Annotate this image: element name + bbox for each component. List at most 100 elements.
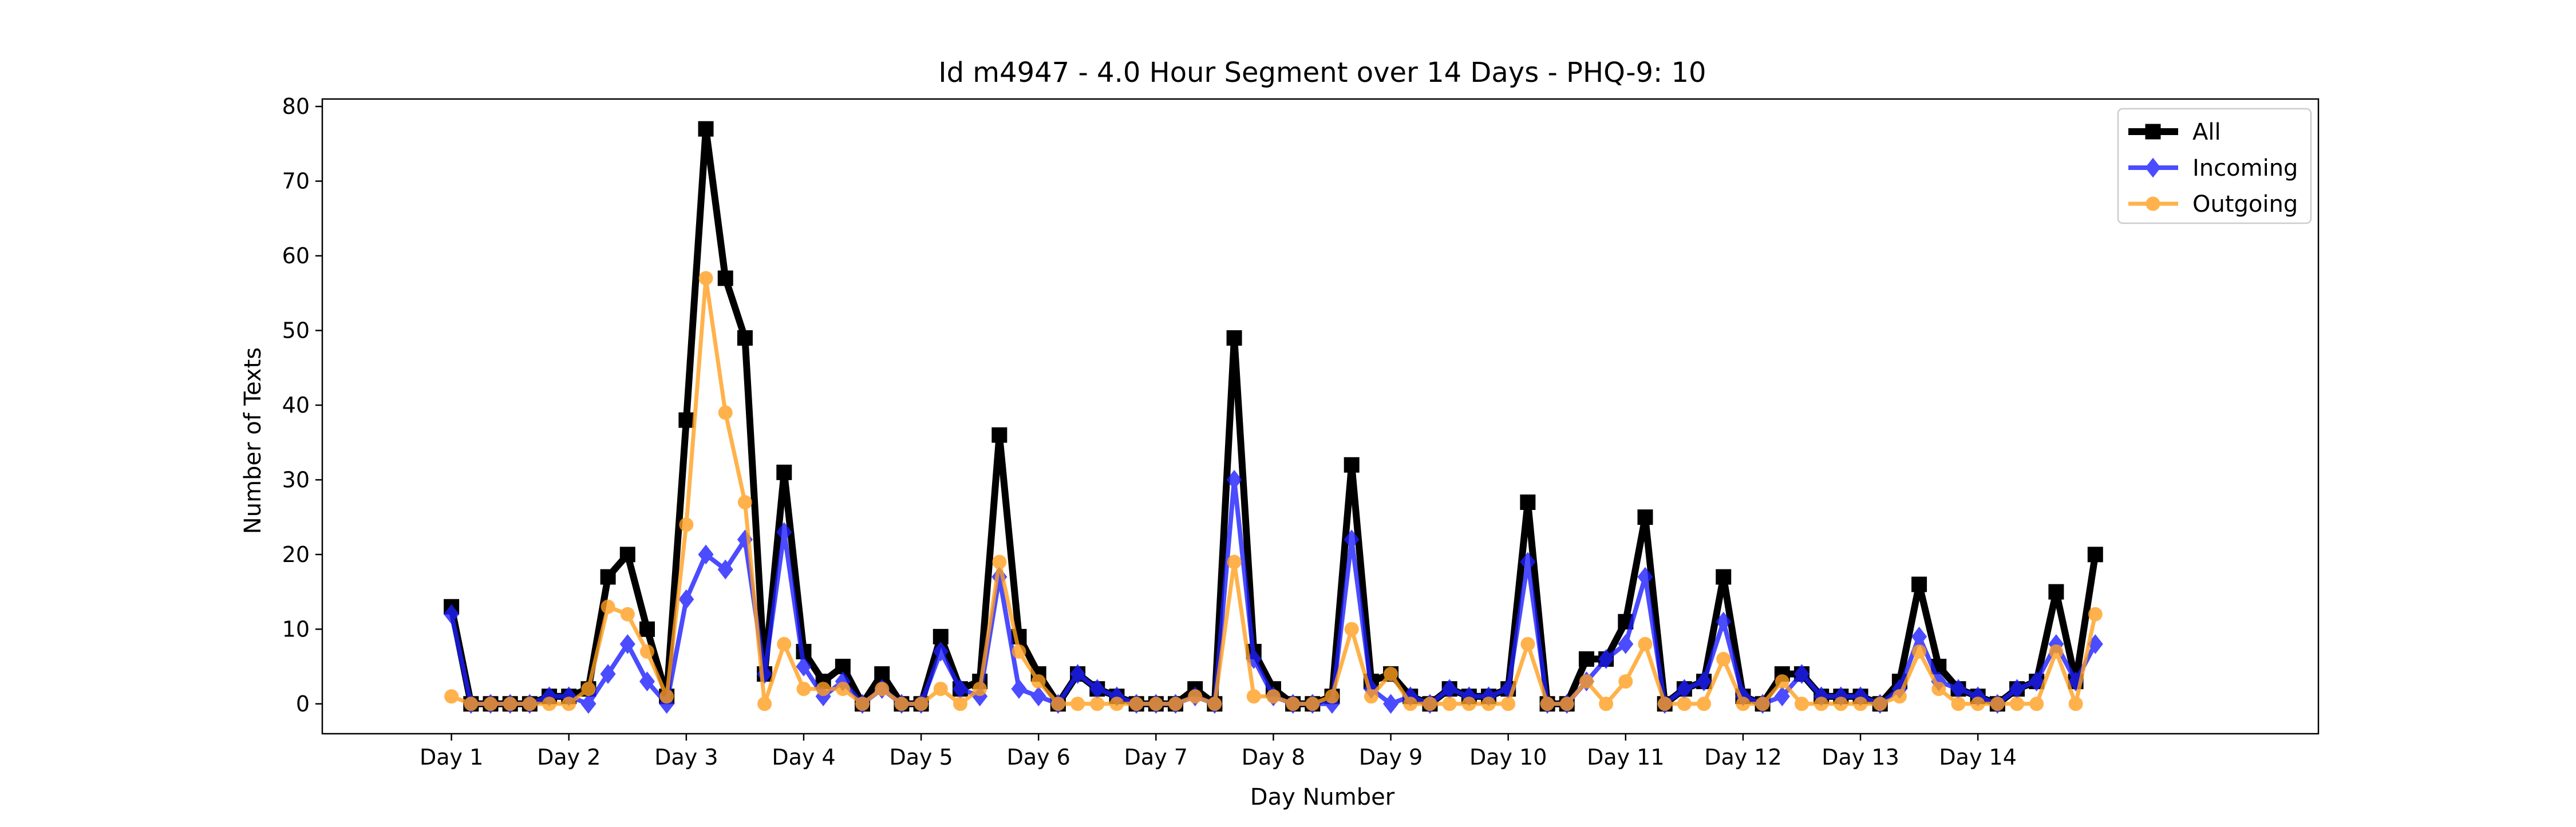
- data-point: [600, 599, 615, 614]
- data-point: [1697, 697, 1712, 711]
- data-point: [444, 604, 460, 624]
- data-point: [718, 405, 733, 420]
- legend-label: Incoming: [2192, 155, 2298, 181]
- plot-area: [444, 121, 2103, 714]
- data-point: [1716, 652, 1731, 667]
- data-point: [679, 517, 694, 532]
- data-point: [1246, 649, 1262, 669]
- data-point: [1266, 689, 1281, 704]
- data-point: [1540, 697, 1555, 711]
- data-point: [1129, 697, 1144, 711]
- x-tick-label: Day 8: [1242, 745, 1305, 770]
- data-point: [698, 544, 714, 565]
- data-point: [1736, 697, 1751, 711]
- data-point: [1226, 330, 1242, 346]
- data-point: [717, 270, 733, 286]
- data-point: [1637, 567, 1653, 587]
- data-point: [855, 697, 870, 711]
- data-point: [639, 621, 655, 637]
- legend-label: All: [2192, 119, 2221, 145]
- data-point: [1442, 697, 1457, 711]
- data-point: [737, 495, 752, 510]
- data-point: [1970, 697, 1985, 711]
- legend-item: [2128, 157, 2178, 178]
- y-tick-label: 40: [282, 393, 310, 418]
- data-point: [1618, 634, 1634, 654]
- data-point: [483, 697, 498, 711]
- data-point: [835, 682, 850, 697]
- data-point: [1950, 679, 1966, 699]
- data-point: [1500, 679, 1516, 699]
- data-point: [1618, 674, 1633, 689]
- data-point: [1814, 697, 1829, 711]
- data-point: [933, 642, 949, 662]
- data-point: [562, 697, 576, 711]
- data-point: [991, 427, 1008, 443]
- data-point: [1148, 697, 1163, 711]
- data-point: [992, 555, 1007, 569]
- data-point: [1227, 555, 1242, 569]
- x-tick-label: Day 4: [772, 745, 835, 770]
- data-point: [1050, 697, 1065, 711]
- data-point: [1931, 671, 1947, 692]
- y-axis-label: Number of Texts: [240, 347, 266, 534]
- data-point: [1794, 697, 1809, 711]
- data-point: [796, 682, 811, 697]
- y-tick-label: 80: [282, 94, 310, 119]
- data-point: [973, 682, 987, 697]
- x-tick-label: Day 7: [1124, 745, 1188, 770]
- data-point: [1676, 679, 1692, 699]
- data-point: [777, 636, 792, 651]
- data-point: [1188, 689, 1203, 704]
- data-point: [1520, 552, 1536, 572]
- data-point: [2029, 697, 2044, 711]
- data-point: [1834, 697, 1848, 711]
- data-point: [1030, 686, 1046, 707]
- x-tick-label: Day 13: [1822, 745, 1899, 770]
- legend-label: Outgoing: [2192, 191, 2298, 217]
- y-tick-label: 50: [282, 318, 310, 343]
- data-point: [1579, 674, 1594, 689]
- data-point: [1559, 697, 1574, 711]
- y-tick-label: 30: [282, 467, 310, 492]
- data-point: [698, 271, 713, 286]
- data-point: [2068, 697, 2083, 711]
- data-point: [1599, 697, 1614, 711]
- data-point: [1384, 667, 1398, 682]
- data-point: [1226, 470, 1242, 490]
- axes: 0 10 20 30 40 50 60 70 80 Day 1 Day 2 Day 3 Day 4 Day…: [282, 94, 2320, 770]
- data-point: [1716, 569, 1732, 585]
- data-point: [757, 697, 772, 711]
- data-point: [776, 522, 792, 543]
- data-point: [1383, 694, 1399, 714]
- data-point: [1637, 509, 1653, 525]
- data-point: [1990, 697, 2005, 711]
- x-tick-label: Day 12: [1704, 745, 1781, 770]
- data-point: [1872, 697, 1887, 711]
- data-point: [444, 689, 459, 704]
- data-point: [2009, 679, 2025, 699]
- data-point: [1364, 689, 1378, 704]
- data-point: [796, 656, 812, 676]
- data-point: [522, 697, 537, 711]
- data-point: [1207, 697, 1222, 711]
- data-point: [581, 682, 596, 697]
- data-point: [503, 697, 517, 711]
- y-tick-label: 10: [282, 616, 310, 642]
- data-point: [600, 664, 616, 684]
- y-tick-label: 0: [296, 691, 310, 717]
- data-point: [1520, 494, 1536, 511]
- data-point: [875, 682, 890, 697]
- data-point: [1892, 689, 1907, 704]
- data-point: [619, 547, 635, 563]
- legend-box: [2117, 108, 2312, 224]
- x-tick-label: Day 6: [1007, 745, 1070, 770]
- data-point: [678, 589, 694, 610]
- data-point: [678, 412, 694, 428]
- data-point: [1970, 686, 1986, 707]
- data-point: [542, 697, 557, 711]
- data-point: [1912, 644, 1927, 659]
- data-point: [1344, 622, 1359, 636]
- data-point: [1344, 457, 1360, 473]
